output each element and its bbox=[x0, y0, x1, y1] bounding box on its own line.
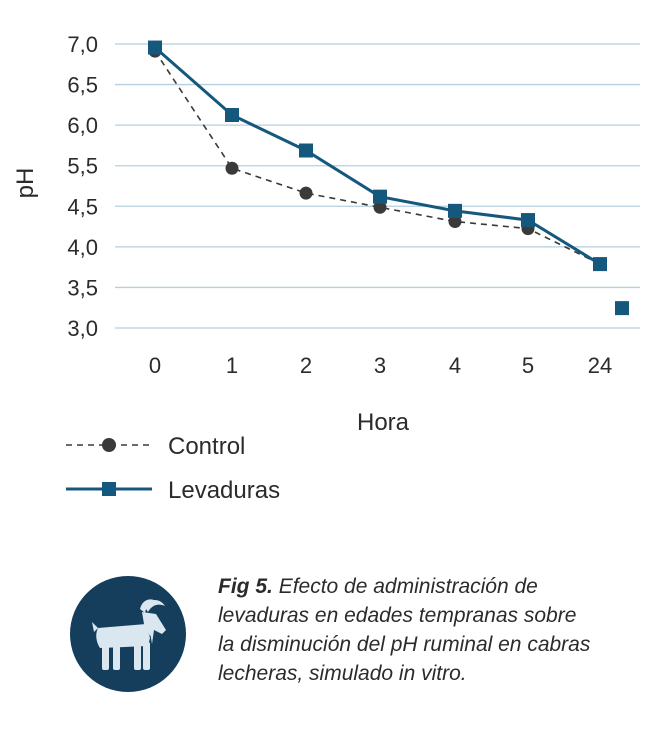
x-tick-label: 4 bbox=[449, 353, 461, 378]
legend-marker-levaduras bbox=[102, 482, 116, 496]
point-levaduras bbox=[593, 257, 607, 272]
point-levaduras bbox=[299, 143, 313, 158]
y-tick-labels: 7,0 6,5 6,0 5,5 4,5 4,0 3,5 3,0 bbox=[67, 32, 98, 341]
y-axis-label: pH bbox=[12, 168, 39, 199]
legend-label-levaduras: Levaduras bbox=[168, 477, 280, 504]
caption-text: Efecto de administración de levaduras en… bbox=[218, 575, 591, 685]
x-tick-label: 3 bbox=[374, 353, 386, 378]
point-levaduras bbox=[148, 40, 162, 55]
y-tick-label: 6,5 bbox=[67, 73, 98, 98]
legend: Control Levaduras bbox=[66, 433, 280, 504]
point-control bbox=[225, 161, 239, 175]
x-tick-label: 24 bbox=[588, 353, 612, 378]
legend-marker-control bbox=[102, 438, 116, 452]
point-control bbox=[448, 215, 462, 228]
point-levaduras bbox=[521, 213, 535, 228]
y-tick-label: 6,0 bbox=[67, 113, 98, 138]
y-tick-label: 7,0 bbox=[67, 32, 98, 57]
legend-label-control: Control bbox=[168, 433, 245, 460]
x-tick-label: 5 bbox=[522, 353, 534, 378]
x-tick-label: 1 bbox=[226, 353, 238, 378]
x-axis-label: Hora bbox=[357, 409, 410, 436]
point-levaduras bbox=[225, 108, 239, 122]
point-control bbox=[299, 186, 313, 200]
gridlines bbox=[115, 43, 640, 329]
y-tick-label: 5,5 bbox=[67, 154, 98, 179]
series-layer bbox=[148, 40, 629, 316]
y-tick-label: 3,5 bbox=[67, 275, 98, 300]
point-control bbox=[373, 200, 387, 214]
y-tick-label: 4,0 bbox=[67, 235, 98, 260]
x-tick-label: 0 bbox=[149, 353, 161, 378]
point-levaduras bbox=[373, 189, 387, 204]
y-tick-label: 3,0 bbox=[67, 316, 98, 341]
goat-badge bbox=[70, 576, 186, 692]
y-tick-label: 4,5 bbox=[67, 194, 98, 219]
x-tick-label: 2 bbox=[300, 353, 312, 378]
goat-icon bbox=[92, 599, 166, 670]
point-levaduras bbox=[448, 203, 462, 218]
caption-fig-label: Fig 5. bbox=[218, 575, 273, 598]
x-tick-labels: 0 1 2 3 4 5 24 bbox=[149, 353, 612, 378]
figure-caption: Fig 5. Efecto de administración de levad… bbox=[218, 572, 598, 688]
ph-line-chart: 7,0 6,5 6,0 5,5 4,5 4,0 3,5 3,0 0 1 2 3 4 5 24 pH Hor… bbox=[12, 32, 640, 504]
point-levaduras-extra bbox=[615, 301, 629, 316]
